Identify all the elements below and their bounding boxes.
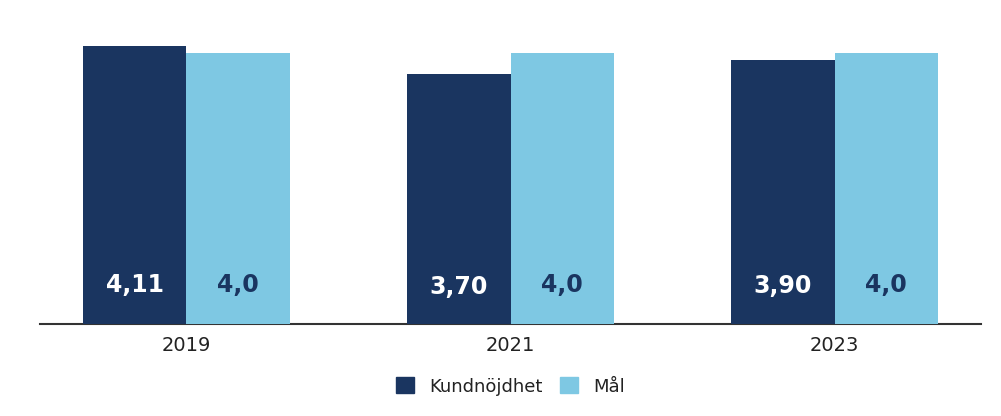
Bar — [83, 46, 186, 324]
Text: 4,0: 4,0 — [217, 273, 259, 297]
Bar — [511, 53, 615, 324]
Text: 3,70: 3,70 — [429, 275, 487, 300]
Text: 4,11: 4,11 — [106, 272, 163, 297]
Bar — [731, 60, 835, 324]
Text: 4,0: 4,0 — [542, 273, 584, 297]
Bar — [186, 53, 290, 324]
Bar — [406, 74, 511, 324]
Text: 3,90: 3,90 — [754, 274, 812, 298]
Legend: Kundnöjdhet, Mål: Kundnöjdhet, Mål — [389, 370, 632, 403]
Text: 4,0: 4,0 — [866, 273, 907, 297]
Bar — [835, 53, 938, 324]
